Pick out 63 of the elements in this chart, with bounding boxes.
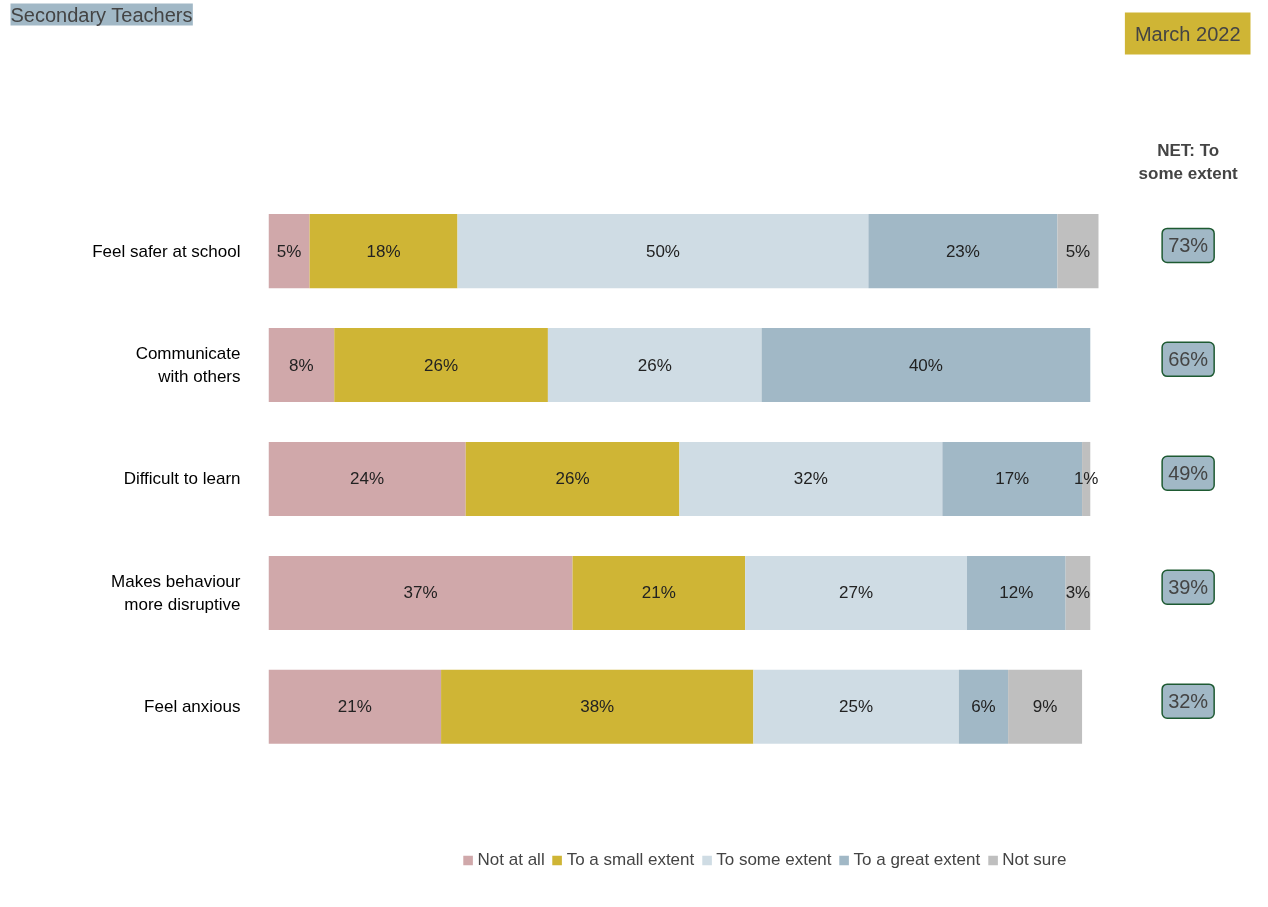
legend-label: To a great extent [853,850,981,870]
data-label: 17% [995,469,1030,489]
bar [268,328,335,403]
bar [967,555,1066,630]
text: March 2022 [1134,22,1241,45]
data-label: 18% [366,241,401,261]
bar [761,328,1091,403]
data-label: 27% [839,583,874,603]
bar [572,555,746,630]
text: 49% [1168,462,1209,485]
data-label: 5% [1065,241,1091,261]
bar [334,328,548,403]
text: Secondary Teachers [10,3,193,26]
legend-label: Not sure [1002,850,1067,870]
data-label: 32% [793,469,828,489]
data-label: 12% [999,583,1034,603]
bar [547,328,762,403]
bar [868,214,1058,289]
y-tick-label: Makes behaviour more disruptive [111,572,241,614]
text: 73% [1168,234,1209,257]
text: 32% [1168,690,1209,713]
data-label: 6% [971,697,996,717]
bar [1008,669,1083,744]
text: 66% [1168,348,1209,371]
data-label: 23% [945,241,980,261]
bar [268,669,442,744]
data-label: 26% [424,355,459,375]
data-label: 8% [289,355,314,375]
legend-label: Not at all [477,850,545,870]
data-label: 37% [403,583,438,603]
data-label: 26% [637,355,672,375]
bar [309,214,458,289]
data-label: 21% [337,697,372,717]
legend-label: To a small extent [566,850,695,870]
data-label: 21% [641,583,676,603]
data-label: 3% [1065,583,1091,603]
data-label: 25% [839,697,874,717]
y-tick-label: Feel safer at school [92,241,241,261]
data-label: 38% [580,697,615,717]
y-tick-label: Communicate with others [135,344,241,386]
text: NET: To some extent [1138,141,1239,184]
bar [745,555,968,630]
bar [1057,214,1099,289]
data-label: 5% [276,241,302,261]
bar [268,555,573,630]
bar [679,441,943,517]
data-label: 1% [1073,469,1099,489]
data-label: 40% [908,355,943,375]
bar [465,441,680,517]
data-label: 26% [555,469,590,489]
bar [958,669,1009,744]
y-tick-label: Difficult to learn [123,469,241,489]
bar [457,214,869,289]
legend-label: To some extent [716,850,832,870]
bar [268,441,466,517]
bar [268,214,310,289]
bar [753,669,959,744]
data-label: 9% [1032,697,1058,717]
bar [441,669,754,744]
y-tick-label: Feel anxious [144,697,241,717]
text: 39% [1168,576,1209,599]
data-label: 50% [645,241,680,261]
data-label: 24% [350,469,385,489]
